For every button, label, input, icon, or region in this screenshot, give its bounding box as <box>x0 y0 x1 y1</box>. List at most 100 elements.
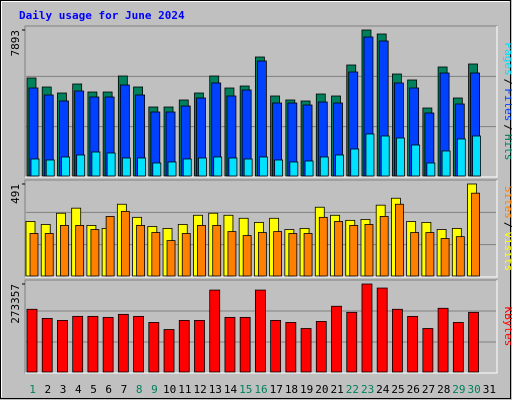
bar <box>285 322 297 373</box>
bar <box>91 151 101 177</box>
bar <box>44 233 54 277</box>
bar <box>456 138 466 177</box>
x-tick-label: 17 <box>270 383 283 396</box>
bar <box>288 233 298 277</box>
bar <box>304 160 314 177</box>
bar <box>117 313 129 373</box>
x-tick-label: 14 <box>224 383 238 396</box>
x-tick-label: 3 <box>60 383 67 396</box>
bar <box>289 161 299 177</box>
bar <box>426 162 436 177</box>
bar <box>365 133 375 177</box>
bar <box>258 156 268 177</box>
bar <box>76 154 86 177</box>
bar <box>441 150 451 177</box>
bar <box>227 231 237 277</box>
bar <box>90 229 100 277</box>
bar <box>178 320 190 373</box>
bar <box>239 316 251 373</box>
bar <box>335 154 344 177</box>
bar <box>213 156 223 177</box>
legend: KBytes <box>502 307 512 347</box>
bar <box>273 231 283 277</box>
legend: Pages / Files / Hits <box>502 43 512 161</box>
panel-bevel <box>25 26 498 178</box>
bar <box>61 156 70 177</box>
bar <box>315 321 327 373</box>
x-tick-label: 1 <box>29 383 36 396</box>
bar <box>121 157 131 177</box>
x-tick-label: 28 <box>437 383 450 396</box>
panel-bevel <box>25 180 498 278</box>
bar <box>379 216 389 277</box>
x-tick-label: 21 <box>331 383 344 396</box>
bar <box>422 328 434 373</box>
bar <box>29 233 39 277</box>
bar <box>30 158 40 177</box>
x-tick-label: 4 <box>75 383 82 396</box>
bar <box>319 156 329 177</box>
x-tick-label: 15 <box>239 383 252 396</box>
x-tick-label: 30 <box>468 383 481 396</box>
bar <box>376 287 388 373</box>
bar <box>334 221 343 277</box>
bar <box>163 329 175 373</box>
bar <box>75 225 85 277</box>
x-tick-label: 5 <box>90 383 97 396</box>
bar <box>300 328 312 373</box>
bar <box>437 307 449 373</box>
bar <box>167 161 177 177</box>
legend-entry: Hits <box>502 134 512 161</box>
bar <box>87 315 99 373</box>
bar <box>182 158 192 177</box>
bar <box>228 157 238 177</box>
legend-entry: Files <box>502 88 512 121</box>
y-tick-label: 491 <box>9 184 22 204</box>
bar <box>452 322 464 373</box>
legend-entry: KBytes <box>502 307 512 347</box>
x-tick-label: 31 <box>483 383 496 396</box>
bar <box>257 232 267 277</box>
bar <box>26 308 38 373</box>
bar <box>407 315 419 373</box>
x-tick-label: 22 <box>346 383 359 396</box>
bar <box>455 236 465 277</box>
bar <box>472 135 481 177</box>
x-tick-label: 7 <box>121 383 128 396</box>
bar <box>120 210 130 277</box>
bar <box>471 192 480 277</box>
legend: Sites / Visits <box>502 186 512 272</box>
bar <box>166 240 176 277</box>
x-tick-label: 13 <box>209 383 222 396</box>
bar <box>270 320 282 373</box>
bar <box>349 225 359 277</box>
legend-entry: Pages <box>502 43 512 76</box>
panel-bevel <box>25 280 498 374</box>
bar <box>209 289 221 373</box>
y-tick-label: 7893 <box>9 30 22 57</box>
x-tick-label: 9 <box>151 383 158 396</box>
bar <box>152 162 162 177</box>
bar <box>410 232 420 277</box>
legend-entry: Visits <box>502 232 512 272</box>
bar <box>425 232 435 277</box>
bar <box>102 316 114 373</box>
bar <box>318 216 328 277</box>
x-tick-label: 6 <box>105 383 112 396</box>
bar <box>136 225 145 277</box>
bar <box>254 289 266 373</box>
bar <box>41 317 53 373</box>
bar <box>396 137 405 177</box>
chart-title: Daily usage for June 2024 <box>19 9 185 22</box>
legend-separator: / <box>502 124 512 131</box>
bar <box>274 159 284 177</box>
bar <box>105 216 115 277</box>
legend-separator: / <box>502 222 512 229</box>
bar <box>411 144 421 177</box>
x-tick-label: 23 <box>361 383 374 396</box>
x-tick-label: 20 <box>315 383 328 396</box>
x-tick-label: 11 <box>178 383 191 396</box>
